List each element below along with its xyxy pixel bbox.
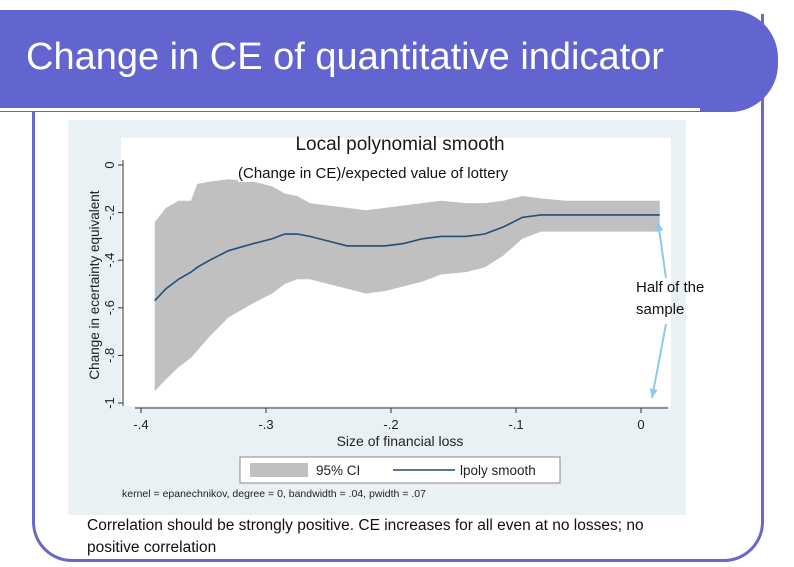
y-tick-label: -1 (102, 397, 117, 409)
x-tick-label: -.2 (383, 417, 398, 432)
side-note: Half of the sample (636, 279, 705, 318)
title-bar: Change in CE of quantitative indicator (0, 10, 778, 112)
title-underline (0, 108, 700, 111)
x-tick-label: -.1 (508, 417, 523, 432)
annotation-arrow-down (651, 323, 667, 399)
caption: Correlation should be strongly positive.… (87, 517, 644, 556)
y-axis-label: Change in ecertainty equivalent (87, 190, 102, 379)
series-line-0 (154, 214, 660, 302)
annotation-arrow-up (657, 221, 667, 279)
y-tick-label: -.6 (102, 300, 117, 315)
subtitle-note: (Change in CE)/expected value of lottery (238, 165, 509, 182)
legend-ci-swatch (250, 463, 308, 477)
y-tick-label: -.4 (102, 253, 117, 268)
slide-frame (32, 14, 764, 562)
x-tick-label: -.4 (133, 417, 148, 432)
ci-band (154, 179, 660, 392)
legend-ci-label: 95% CI (316, 463, 360, 478)
legend-line-label: lpoly smooth (460, 463, 536, 478)
annotation-arrow-up-head (655, 222, 664, 232)
y-tick-label: -.2 (102, 205, 117, 220)
chart-title: Local polynomial smooth (295, 134, 504, 155)
x-tick-label: -.3 (258, 417, 273, 432)
slide-title: Change in CE of quantitative indicator (26, 36, 664, 78)
y-tick-label: 0 (102, 161, 117, 168)
legend: 95% CI lpoly smooth (239, 456, 561, 484)
x-axis-label: Size of financial loss (337, 433, 464, 449)
annotation-arrow-down-head (649, 388, 658, 398)
y-tick-label: -.8 (102, 348, 117, 363)
x-tick-label: 0 (637, 417, 644, 432)
kernel-note: kernel = epanechnikov, degree = 0, bandw… (122, 488, 426, 500)
